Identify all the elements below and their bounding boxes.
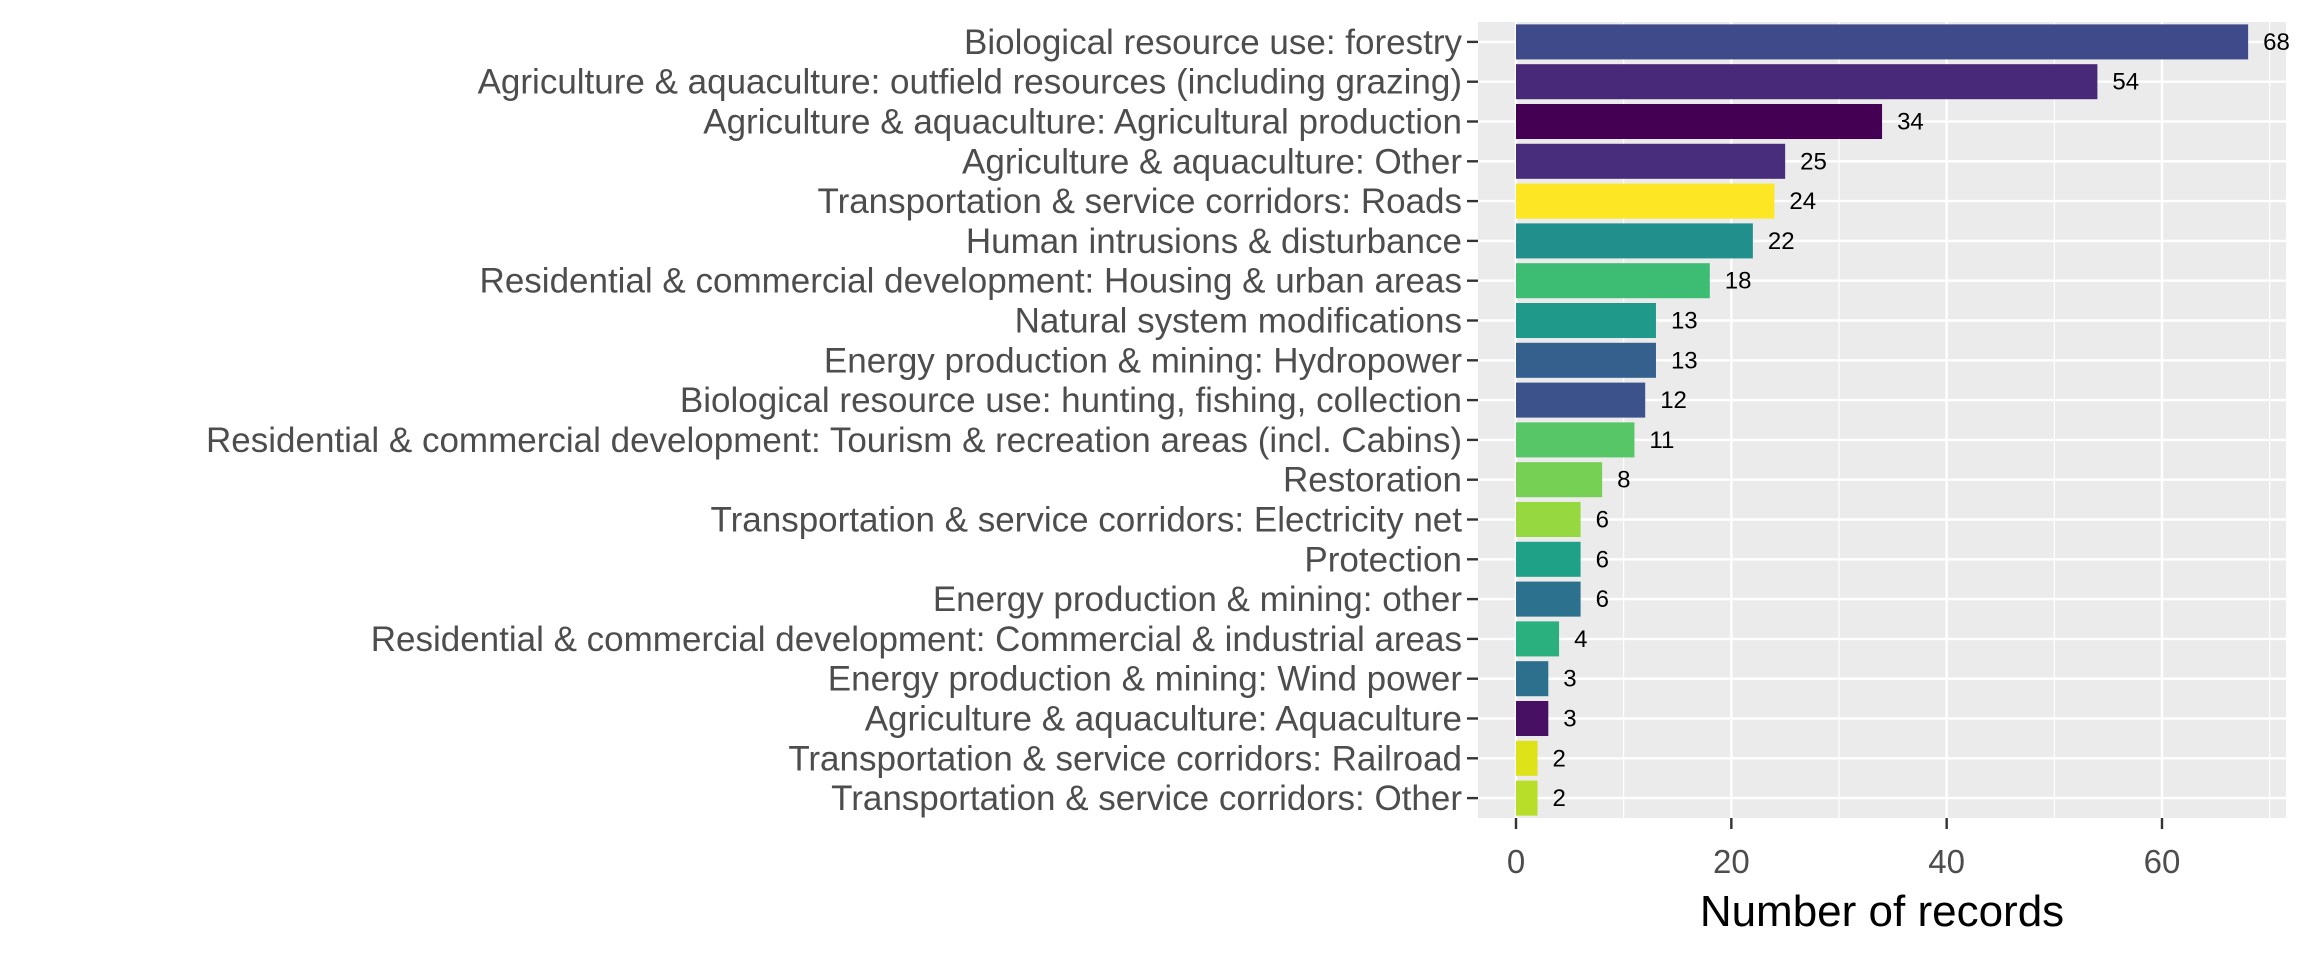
x-axis-tick-labels: 0 20 40 60 xyxy=(1507,843,2181,880)
x-axis-ticks xyxy=(1514,818,2164,829)
bar xyxy=(1516,24,2249,60)
category-label: Agriculture & aquaculture: outfield reso… xyxy=(478,63,1462,102)
bar xyxy=(1516,263,1710,299)
bar xyxy=(1516,462,1603,498)
bar xyxy=(1516,382,1646,418)
category-label: Agriculture & aquaculture: Aquaculture xyxy=(865,700,1462,739)
bar xyxy=(1516,143,1786,179)
category-label: Protection xyxy=(1304,540,1462,579)
category-label: Restoration xyxy=(1283,461,1462,500)
value-label: 13 xyxy=(1671,308,1698,335)
bars xyxy=(1516,24,2249,816)
category-label: Transportation & service corridors: Road… xyxy=(817,182,1462,221)
bar xyxy=(1516,342,1656,378)
value-label: 2 xyxy=(1553,785,1566,812)
bar xyxy=(1516,103,1883,140)
category-label: Energy production & mining: Hydropower xyxy=(824,341,1462,380)
x-tick-label: 20 xyxy=(1713,843,1750,880)
value-label: 12 xyxy=(1660,387,1687,414)
value-label: 3 xyxy=(1563,666,1576,693)
value-label: 8 xyxy=(1617,467,1630,494)
bar xyxy=(1516,302,1656,339)
bar xyxy=(1516,581,1581,617)
bar xyxy=(1516,64,2098,100)
value-label: 2 xyxy=(1553,745,1566,772)
value-label: 6 xyxy=(1596,546,1609,573)
bar xyxy=(1516,780,1538,816)
category-label: Natural system modifications xyxy=(1015,302,1462,341)
value-label: 6 xyxy=(1596,586,1609,613)
value-label: 6 xyxy=(1596,507,1609,534)
y-axis-ticks xyxy=(1467,40,1478,800)
value-label: 3 xyxy=(1563,706,1576,733)
minor-gridlines xyxy=(1623,22,2271,818)
category-label: Transportation & service corridors: Othe… xyxy=(831,779,1462,818)
category-label: Agriculture & aquaculture: Other xyxy=(962,142,1462,181)
category-label: Residential & commercial development: Ho… xyxy=(480,262,1462,301)
value-label: 24 xyxy=(1789,188,1816,215)
category-label: Human intrusions & disturbance xyxy=(966,222,1462,261)
bar xyxy=(1516,422,1635,458)
value-label: 34 xyxy=(1897,109,1924,136)
x-tick-label: 40 xyxy=(1928,843,1965,880)
category-labels: Biological resource use: forestryAgricul… xyxy=(206,23,1462,818)
plot-panel xyxy=(1478,22,2286,818)
category-label: Energy production & mining: Wind power xyxy=(828,660,1463,699)
bar xyxy=(1516,621,1560,657)
value-label: 25 xyxy=(1800,148,1827,175)
bar xyxy=(1516,700,1549,737)
x-tick-label: 60 xyxy=(2144,843,2181,880)
bar xyxy=(1516,541,1581,577)
category-label: Residential & commercial development: To… xyxy=(206,421,1462,460)
value-label: 18 xyxy=(1725,268,1752,295)
category-label: Biological resource use: forestry xyxy=(964,23,1462,62)
bar xyxy=(1516,501,1581,538)
value-label: 22 xyxy=(1768,228,1795,255)
category-label: Energy production & mining: other xyxy=(933,580,1463,619)
bar xyxy=(1516,661,1549,697)
bar xyxy=(1516,223,1753,259)
bar xyxy=(1516,183,1775,219)
bar xyxy=(1516,740,1538,776)
value-label: 54 xyxy=(2112,69,2139,96)
value-label: 11 xyxy=(1649,427,1674,454)
category-label: Agriculture & aquaculture: Agricultural … xyxy=(703,103,1462,142)
value-label: 13 xyxy=(1671,347,1698,374)
value-label: 4 xyxy=(1574,626,1587,653)
category-label: Transportation & service corridors: Elec… xyxy=(711,501,1463,540)
value-label: 68 xyxy=(2263,29,2290,56)
x-tick-label: 0 xyxy=(1507,843,1525,880)
category-label: Transportation & service corridors: Rail… xyxy=(788,739,1462,778)
category-label: Residential & commercial development: Co… xyxy=(371,620,1462,659)
x-axis-title: Number of records xyxy=(1700,887,2064,936)
category-label: Biological resource use: hunting, fishin… xyxy=(680,381,1462,420)
